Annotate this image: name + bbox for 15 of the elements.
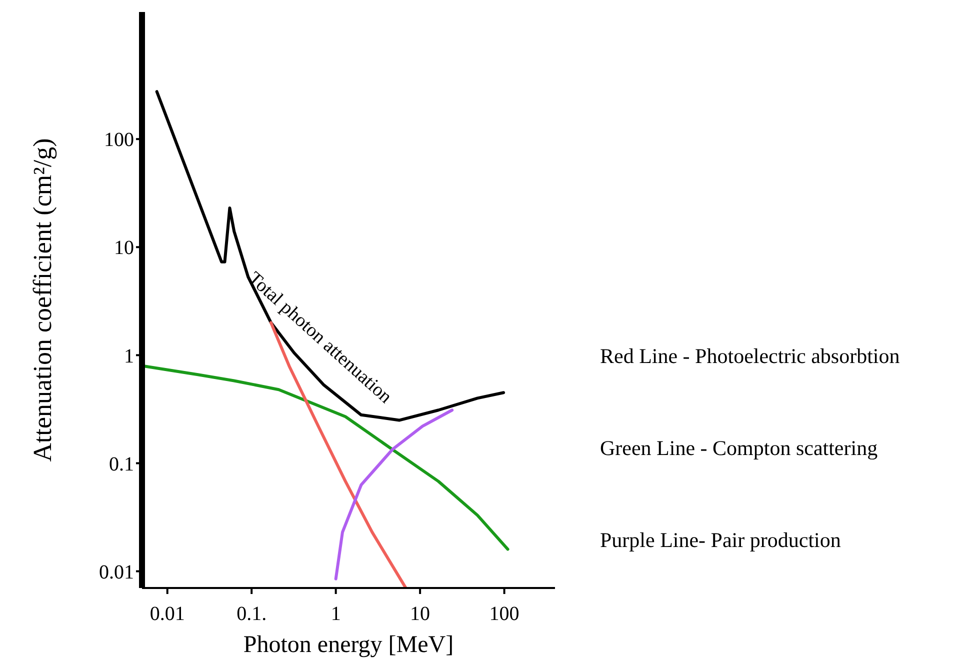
x-tick-label: 1 xyxy=(330,603,341,626)
y-tick-label: 10 xyxy=(114,237,134,260)
text: Red Line - Photoelectric absorbtion xyxy=(600,344,900,369)
y-tick-label: 0.1 xyxy=(109,453,134,476)
y-tick-label: 100 xyxy=(104,129,134,152)
y-tick-label: 1 xyxy=(124,345,134,368)
y-axis-title: Attenuation coefficient (cm²/g) xyxy=(28,138,58,462)
y-tick-label: 0.01 xyxy=(99,561,134,584)
x-tick-label: 10 xyxy=(410,603,430,626)
x-tick-label: 0.01 xyxy=(150,603,185,626)
text: Green Line - Compton scattering xyxy=(600,436,878,461)
x-tick-label: 0.1. xyxy=(236,603,267,626)
text: Purple Line- Pair production xyxy=(600,528,841,553)
x-axis-title: Photon energy [MeV] xyxy=(243,632,454,658)
x-tick-label: 100 xyxy=(489,603,520,626)
